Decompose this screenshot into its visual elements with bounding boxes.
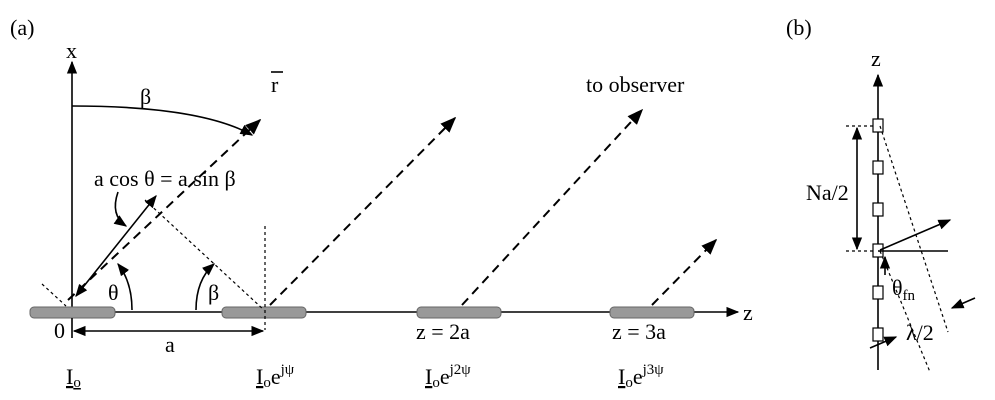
pointer xyxy=(950,297,976,309)
position-label: z = 2a xyxy=(416,319,470,344)
wavefront xyxy=(144,199,265,311)
pointer xyxy=(113,191,128,227)
angle-label: β xyxy=(140,84,151,109)
path-difference-arrow xyxy=(75,195,157,297)
spacing-label: a xyxy=(165,332,175,357)
dipoles xyxy=(29,306,695,319)
angle-arc xyxy=(71,105,254,136)
panel-label: (b) xyxy=(786,15,812,40)
dimension-label: λ/2 xyxy=(906,320,934,345)
null-direction xyxy=(879,219,952,251)
pointer xyxy=(869,336,898,349)
current-label: Ioejψ xyxy=(256,362,295,391)
angle-arc xyxy=(117,262,133,311)
axis-label: z xyxy=(743,300,753,325)
origin-label: 0 xyxy=(54,318,65,343)
angle-arc xyxy=(195,263,215,311)
current-label: Ioej2ψ xyxy=(425,362,471,391)
rays xyxy=(67,108,718,306)
current-label: Io xyxy=(66,364,81,391)
angle-label: β xyxy=(208,280,219,305)
currents: Io Ioejψ Ioej2ψ Ioej3ψ xyxy=(66,362,664,391)
position-label: z = 3a xyxy=(612,319,666,344)
vector-label: r xyxy=(271,72,279,97)
angle-label: θ xyxy=(108,280,119,305)
wavefront xyxy=(879,125,949,333)
panel-label: (a) xyxy=(10,15,34,40)
current-label: Ioej3ψ xyxy=(618,362,664,391)
wavefront xyxy=(879,250,931,373)
axis-label: z xyxy=(871,46,881,71)
angle-label: θfn xyxy=(892,275,916,304)
equation: a cos θ = a sin β xyxy=(94,166,236,191)
axis-label: x xyxy=(66,38,77,63)
annotation: to observer xyxy=(586,72,685,97)
wavefront xyxy=(41,283,67,307)
dimension-label: Na/2 xyxy=(806,180,849,205)
